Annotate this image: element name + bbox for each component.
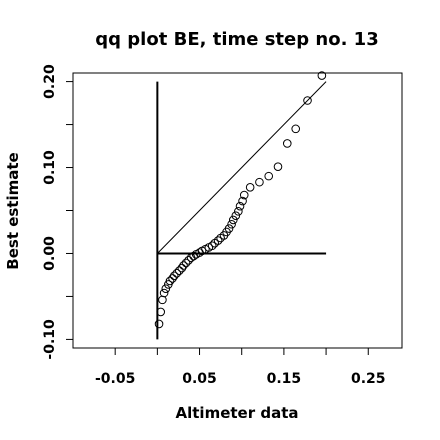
qq-point: [303, 96, 312, 105]
x-tick-label: 0.25: [351, 371, 386, 387]
qq-point: [255, 177, 264, 187]
qq-point: [291, 124, 301, 134]
qq-point: [245, 182, 255, 192]
y-axis: -0.10 0.00 0.10 0.20: [42, 64, 73, 360]
qq-point: [264, 171, 274, 181]
qq-point: [165, 276, 175, 286]
qq-point: [317, 71, 327, 80]
qq-point: [282, 139, 292, 148]
qq-point: [172, 268, 182, 278]
qq-point: [207, 241, 217, 251]
qq-point: [159, 288, 169, 298]
qq-point: [168, 274, 177, 283]
x-axis: -0.05 0.05 0.15 0.25: [95, 348, 386, 387]
qq-point: [156, 307, 166, 317]
qq-point: [177, 263, 187, 273]
qq-point: [235, 201, 245, 211]
y-tick-label: 0.20: [42, 64, 58, 99]
qq-point: [184, 256, 193, 265]
y-tick-label: 0.10: [42, 150, 58, 185]
x-tick-label: 0.05: [182, 371, 217, 387]
qq-point: [161, 284, 171, 294]
reference-lines: [156, 81, 327, 340]
qq-point: [228, 215, 238, 225]
qq-point: [238, 196, 247, 206]
plot-frame: [72, 72, 403, 349]
qq-point: [174, 266, 184, 275]
qq-point: [181, 258, 191, 268]
y-axis-label: Best estimate: [4, 152, 22, 269]
qq-point: [273, 162, 283, 171]
chart-title: qq plot BE, time step no. 13: [95, 29, 378, 50]
qq-point: [227, 219, 236, 229]
y-tick-label: -0.10: [42, 319, 58, 360]
qq-point: [239, 190, 249, 200]
qq-point: [234, 207, 243, 216]
qq-point: [154, 319, 164, 329]
data-points: [154, 71, 327, 329]
y-tick-label: 0.00: [42, 236, 58, 271]
x-tick-label: 0.15: [267, 371, 302, 387]
qq-point: [158, 295, 167, 305]
qq-point: [179, 261, 188, 270]
identity-line: [157, 81, 327, 254]
x-axis-label: Altimeter data: [176, 404, 299, 422]
qq-point: [213, 236, 223, 245]
qq-point: [224, 224, 234, 233]
qq-point: [231, 211, 241, 220]
qq-point: [169, 271, 179, 281]
x-tick-label: -0.05: [95, 371, 135, 387]
